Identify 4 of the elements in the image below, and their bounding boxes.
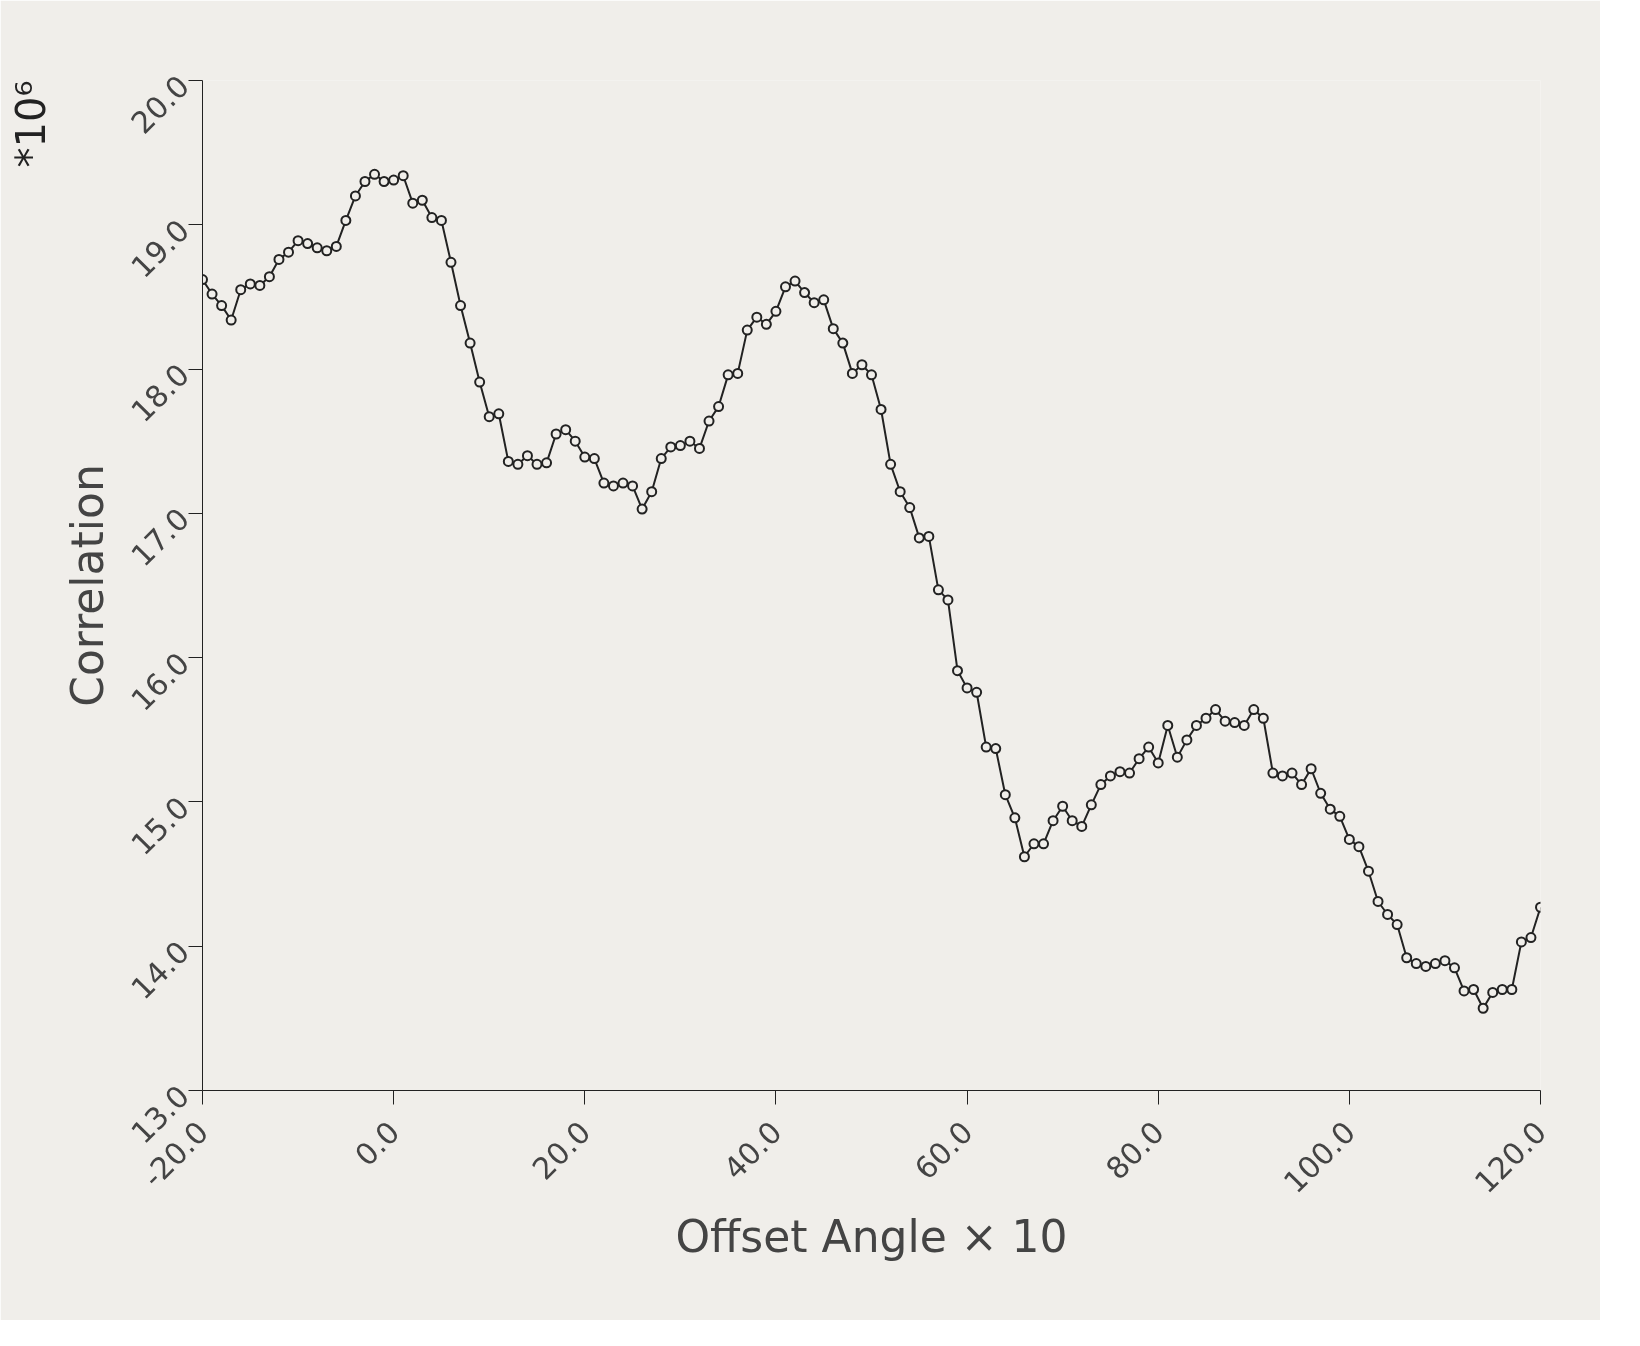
x-axis-title: Offset Angle × 10 bbox=[675, 1210, 1068, 1262]
text: *10⁶ bbox=[7, 80, 54, 168]
x-tick-label: 0.0 bbox=[347, 1114, 407, 1173]
y-axis-title: Correlation bbox=[61, 464, 113, 707]
